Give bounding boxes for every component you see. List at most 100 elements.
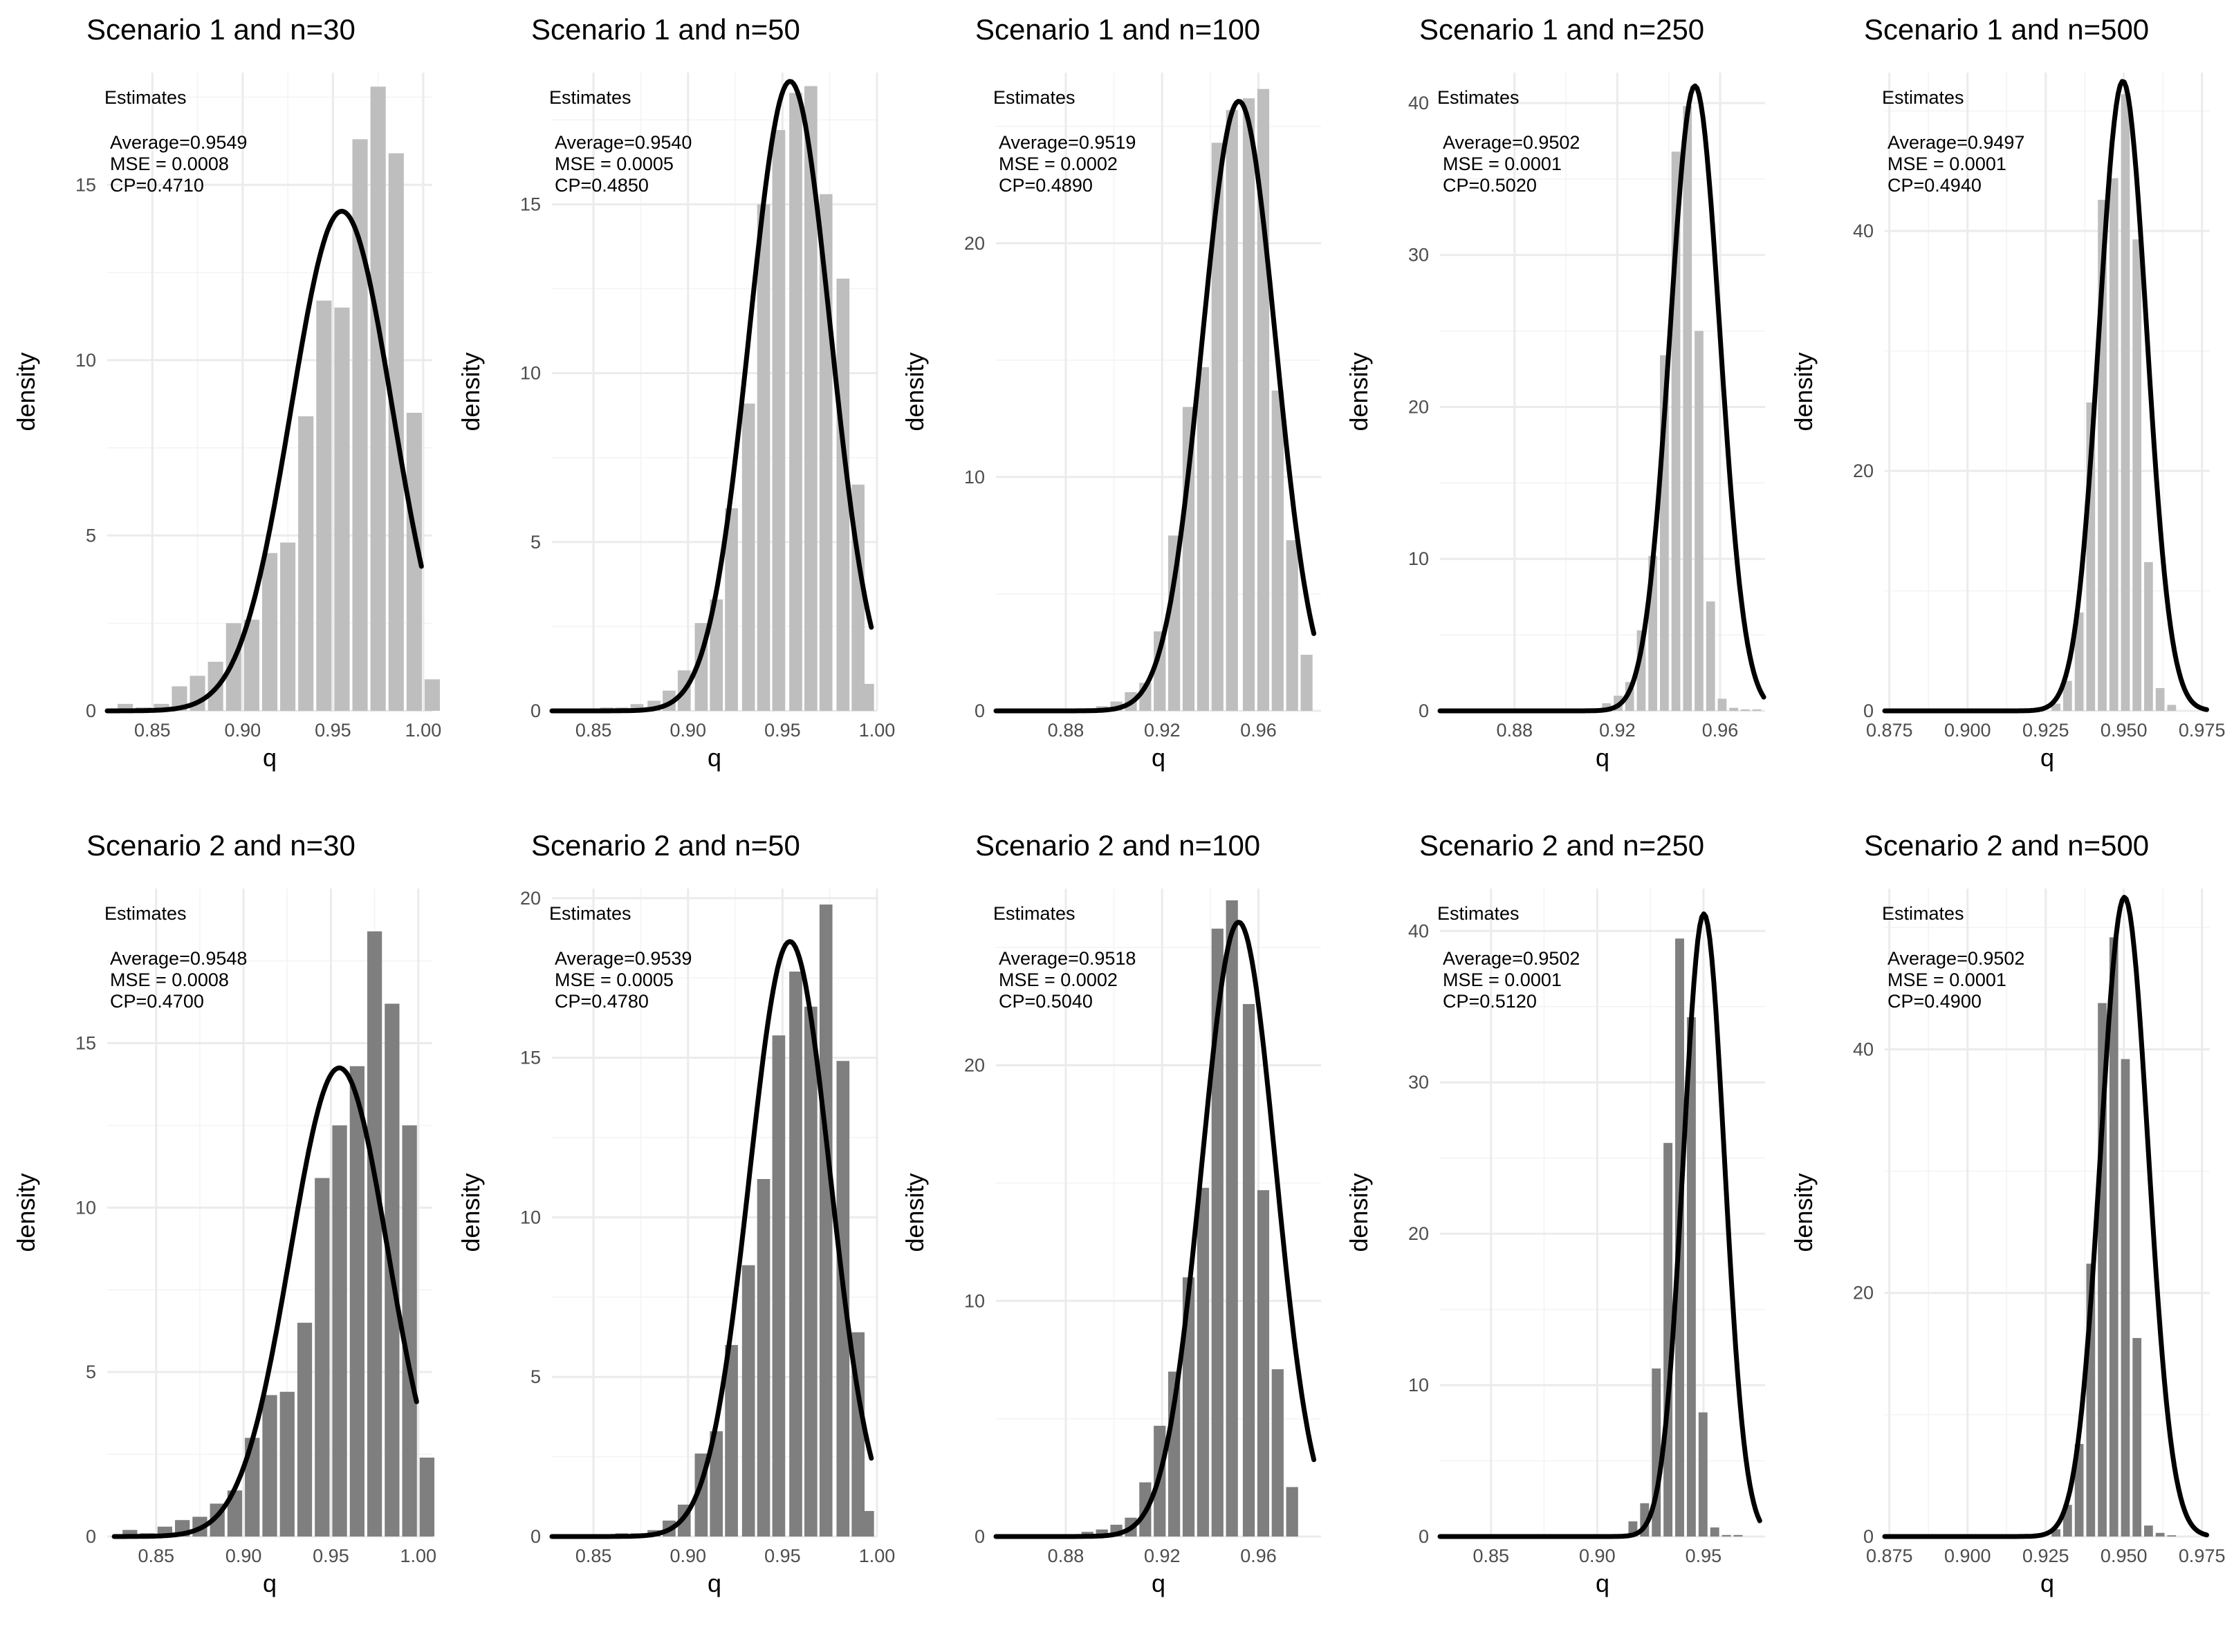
x-axis-title: q <box>1152 1569 1165 1597</box>
annotation-heading: Estimates <box>993 903 1076 924</box>
x-tick-label: 0.95 <box>764 720 801 741</box>
histogram-bar <box>261 553 278 711</box>
x-tick-label: 0.92 <box>1599 720 1636 741</box>
x-tick-label: 0.85 <box>575 1546 612 1566</box>
y-tick-label: 0 <box>530 700 541 721</box>
x-tick-label: 0.96 <box>1240 1546 1277 1566</box>
histogram-bar <box>2121 94 2130 712</box>
histogram-bar <box>424 679 441 711</box>
annotation-line: MSE = 0.0008 <box>110 969 229 990</box>
x-tick-label: 0.975 <box>2179 1546 2226 1566</box>
chart-panel-7: Scenario 2 and n=50 0.85 0.90 0.95 1.00 0 5 10 1… <box>456 829 895 1597</box>
histogram-bar <box>757 204 770 711</box>
panel-title: Scenario 1 and n=50 <box>531 13 800 46</box>
annotation-line: CP=0.5020 <box>1443 175 1537 196</box>
annotation-line: CP=0.4780 <box>555 991 649 1012</box>
y-axis-title: density <box>12 352 40 431</box>
x-tick-label: 0.90 <box>1579 1546 1616 1566</box>
histogram-bar <box>370 86 386 712</box>
annotation-line: Average=0.9539 <box>555 948 692 969</box>
histogram-bar <box>2109 937 2118 1537</box>
y-tick-label: 20 <box>1408 1223 1429 1244</box>
y-tick-label: 40 <box>1853 1039 1874 1059</box>
histogram-bar <box>367 931 382 1537</box>
histogram-bar <box>1286 1487 1298 1537</box>
annotation-line: Average=0.9548 <box>110 948 247 969</box>
x-tick-label: 0.92 <box>1144 720 1181 741</box>
x-axis-title: q <box>2040 1569 2054 1597</box>
histogram-bar <box>1729 707 1739 711</box>
histogram-bar <box>1752 709 1762 711</box>
panel-title: Scenario 1 and n=250 <box>1419 13 1704 46</box>
x-tick-label: 0.90 <box>225 1546 262 1566</box>
histogram-bar <box>836 278 850 711</box>
histogram-bar <box>710 599 723 711</box>
annotation-line: MSE = 0.0001 <box>1443 154 1562 174</box>
y-tick-label: 0 <box>530 1526 541 1547</box>
histogram-bar <box>772 130 786 711</box>
histogram-bar <box>860 683 874 711</box>
histogram-bar <box>772 1035 786 1537</box>
annotation-line: MSE = 0.0001 <box>1887 154 2006 174</box>
histogram-bar <box>122 1530 138 1537</box>
x-tick-label: 1.00 <box>859 720 896 741</box>
histogram-bar <box>789 93 802 712</box>
histogram-bar <box>1197 367 1210 711</box>
panel-title: Scenario 1 and n=500 <box>1864 13 2149 46</box>
histogram-bar <box>1602 703 1612 711</box>
histogram-bar <box>1286 540 1298 711</box>
density-curve <box>549 939 874 1539</box>
annotation-line: MSE = 0.0001 <box>1887 969 2006 990</box>
annotation-heading: Estimates <box>1437 87 1520 108</box>
histogram-bar <box>2121 1059 2130 1537</box>
annotation-line: CP=0.5040 <box>999 991 1093 1012</box>
histogram-bar <box>154 703 169 711</box>
annotation-heading: Estimates <box>104 87 187 108</box>
density-curve <box>104 209 424 714</box>
y-tick-label: 10 <box>520 1207 541 1227</box>
x-tick-label: 0.88 <box>1048 720 1084 741</box>
histogram-bar <box>1226 900 1238 1537</box>
y-tick-label: 0 <box>975 1526 985 1547</box>
x-tick-label: 0.92 <box>1144 1546 1181 1566</box>
annotation-line: CP=0.4700 <box>110 991 204 1012</box>
histogram-bar <box>1257 1190 1270 1537</box>
annotation-heading: Estimates <box>1882 87 1964 108</box>
histogram-bar <box>2167 705 2177 711</box>
annotation-line: MSE = 0.0001 <box>1443 969 1562 990</box>
x-tick-label: 0.90 <box>670 1546 706 1566</box>
histogram-bar <box>1300 654 1313 711</box>
annotation-heading: Estimates <box>1437 903 1520 924</box>
histogram-bar <box>315 1178 330 1537</box>
histogram-bar <box>2051 1529 2061 1537</box>
chart-panel-6: Scenario 2 and n=30 0.85 0.90 0.95 1.00 0 5 10 1… <box>12 829 436 1597</box>
histogram-bar <box>630 704 644 711</box>
y-tick-label: 10 <box>75 350 96 371</box>
y-tick-label: 30 <box>1408 245 1429 266</box>
x-axis-title: q <box>1152 743 1165 772</box>
y-tick-label: 20 <box>964 1055 985 1076</box>
histogram-bar <box>860 1511 874 1537</box>
y-tick-label: 0 <box>1863 1526 1874 1547</box>
y-tick-label: 10 <box>964 467 985 488</box>
histogram-bar <box>1197 1187 1210 1537</box>
histogram-bar <box>279 1391 295 1537</box>
histogram-bar <box>334 307 350 711</box>
chart-panel-2: Scenario 1 and n=50 0.85 0.90 0.95 1.00 0 5 10 1… <box>456 13 895 772</box>
y-tick-label: 0 <box>975 700 985 721</box>
chart-panel-5: Scenario 1 and n=500 0.875 0.900 0.925 0.950… <box>1789 13 2225 772</box>
annotation-line: CP=0.5120 <box>1443 991 1537 1012</box>
histogram-bar <box>741 1265 755 1537</box>
y-axis-title: density <box>901 352 929 431</box>
histogram-bar <box>1242 98 1255 711</box>
annotation-line: Average=0.9502 <box>1443 132 1580 153</box>
y-axis-title: density <box>901 1173 929 1252</box>
x-tick-label: 1.00 <box>405 720 442 741</box>
y-tick-label: 20 <box>1408 396 1429 417</box>
y-tick-label: 5 <box>530 532 541 553</box>
x-tick-label: 0.85 <box>138 1546 174 1566</box>
annotation-line: Average=0.9549 <box>110 132 247 153</box>
x-axis-title: q <box>1596 1569 1609 1597</box>
y-tick-label: 10 <box>520 363 541 384</box>
histogram-bar <box>1242 1003 1255 1537</box>
